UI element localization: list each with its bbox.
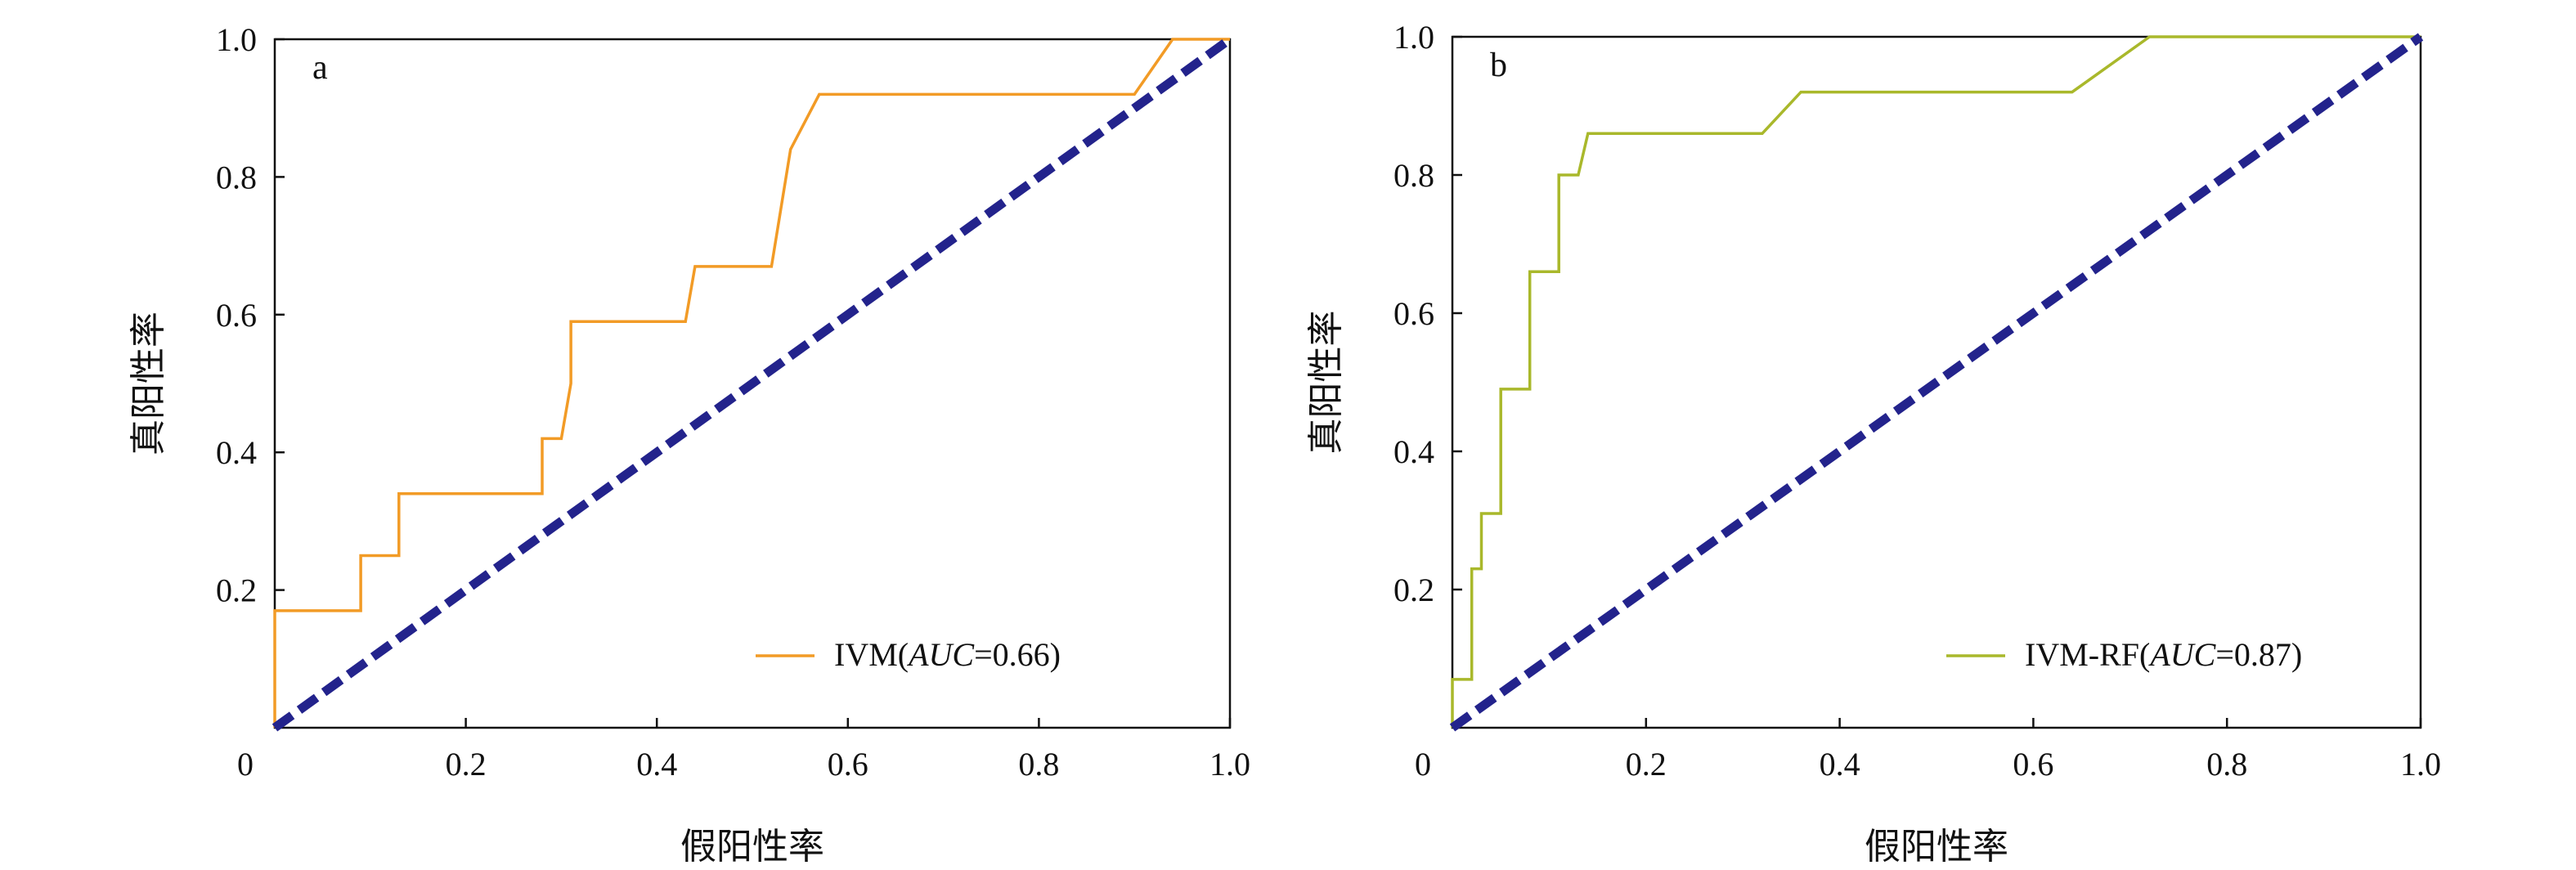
plot-frame: [1451, 35, 2422, 729]
x-tick-label: 0.8: [2206, 746, 2247, 783]
y-tick-label: 0.4: [216, 434, 257, 471]
legend-entry: IVM-RF(AUC=0.87): [2025, 636, 2302, 673]
x-tick-label: 1.0: [2400, 746, 2441, 783]
x-axis-title: 假阳性率: [1865, 826, 2008, 868]
y-tick-label: 1.0: [216, 21, 257, 58]
y-tick-label: 0.6: [1393, 295, 1434, 332]
origin-tick-label: 0: [237, 746, 254, 783]
y-tick-label: 0.4: [1393, 433, 1434, 470]
chart-panel-a: 0.2 0.4 0.6 0.8 1.0 0 0.2 0.4 0.6 0.8 1.0 假阳性率 真阳性率 a…: [128, 21, 1250, 868]
x-tick-label: 0.4: [636, 746, 677, 783]
roc-curve-line: [1451, 35, 2421, 728]
plot-frame: [273, 38, 1232, 729]
legend-prefix: IVM-RF(: [2025, 636, 2150, 673]
x-tick-label: 0.2: [446, 746, 487, 783]
roc-curve-line: [273, 38, 1230, 728]
chance-diagonal-line: [272, 35, 1233, 732]
y-tick-label: 0.6: [216, 297, 257, 334]
legend-suffix: =0.87): [2215, 636, 2302, 673]
y-axis-title: 真阳性率: [128, 312, 169, 455]
y-axis-title: 真阳性率: [1305, 311, 1347, 455]
x-axis-title: 假阳性率: [680, 826, 824, 868]
legend-entry: IVM(AUC=0.66): [834, 636, 1061, 673]
x-tick-label: 0.2: [1626, 746, 1667, 783]
legend-italic-metric: AUC: [2147, 636, 2216, 673]
x-tick-label: 1.0: [1209, 746, 1250, 783]
y-tick-label: 1.0: [1393, 19, 1434, 56]
legend-prefix: IVM(: [834, 636, 909, 673]
y-tick-label: 0.2: [216, 572, 257, 609]
y-tick-label: 0.8: [216, 159, 257, 195]
panel-label: a: [312, 49, 328, 87]
panel-label: b: [1490, 47, 1507, 84]
legend-italic-metric: AUC: [906, 636, 975, 673]
x-tick-label: 0.4: [1820, 746, 1860, 783]
y-tick-label: 0.2: [1393, 572, 1434, 608]
x-tick-label: 0.8: [1018, 746, 1059, 783]
chance-diagonal-line: [1449, 33, 2424, 732]
legend-suffix: =0.66): [974, 636, 1061, 673]
chart-panel-b: 0.2 0.4 0.6 0.8 1.0 0 0.2 0.4 0.6 0.8 1.0 假阳性率 真阳性率 b…: [1305, 19, 2441, 868]
y-tick-label: 0.8: [1393, 157, 1434, 194]
origin-tick-label: 0: [1415, 746, 1431, 783]
x-tick-label: 0.6: [2013, 746, 2053, 783]
x-tick-label: 0.6: [828, 746, 868, 783]
